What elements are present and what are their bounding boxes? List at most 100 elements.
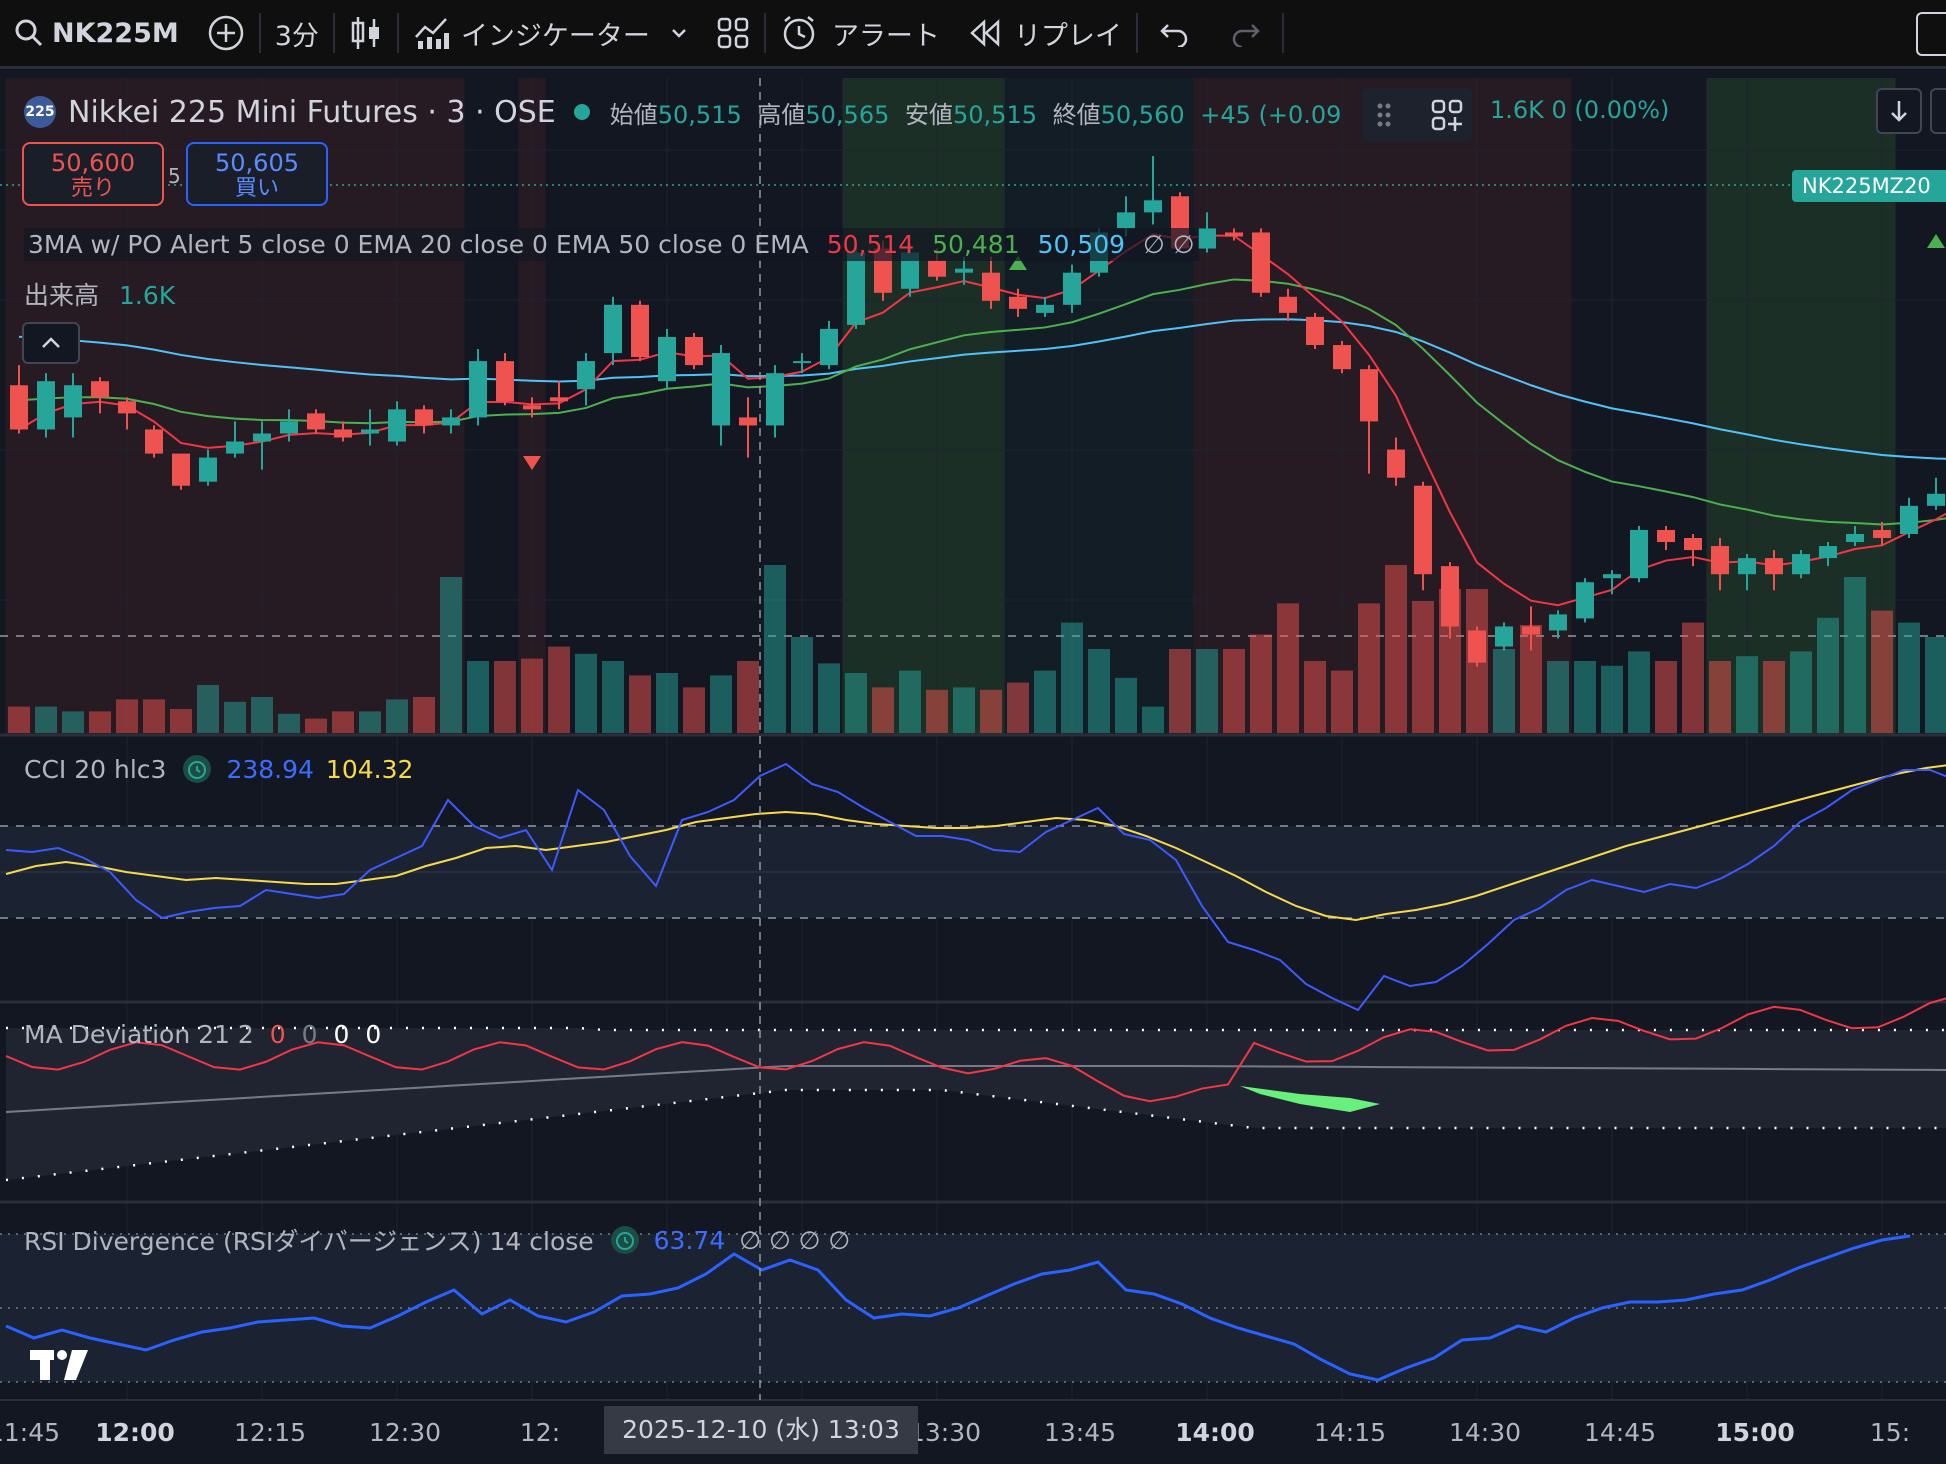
high-value: 50,565 xyxy=(805,100,890,129)
volume-bar xyxy=(602,661,624,733)
cci-ma-line xyxy=(5,764,1946,922)
volume-legend[interactable]: 出来高 1.6K xyxy=(24,276,175,312)
volume-bar xyxy=(1250,634,1272,733)
fullscreen-button[interactable] xyxy=(1916,12,1946,56)
trend-zone xyxy=(1004,78,1032,735)
candle-body xyxy=(1387,449,1405,478)
candle-body xyxy=(1414,485,1432,575)
ema20-value: 50,481 xyxy=(932,230,1020,259)
volume-bar xyxy=(1007,682,1029,733)
tradingview-logo[interactable] xyxy=(28,1346,92,1386)
candle-body xyxy=(739,417,757,426)
candle-body xyxy=(1630,529,1648,579)
candle-body xyxy=(145,429,163,454)
candle-body xyxy=(1036,304,1054,313)
compare-symbol-button[interactable] xyxy=(193,0,259,66)
candle-body xyxy=(820,328,838,366)
grid-icon xyxy=(717,17,749,49)
alert-button[interactable]: アラート xyxy=(766,0,954,66)
layout-button[interactable] xyxy=(702,0,764,66)
volume-bar xyxy=(305,718,327,733)
volume-bar xyxy=(1763,661,1785,733)
volume-bar xyxy=(1520,625,1542,733)
time-tick-label: 15:00 xyxy=(1715,1418,1795,1447)
ma-legend[interactable]: 3MA w/ PO Alert 5 close 0 EMA 20 close 0… xyxy=(24,228,1199,261)
volume-bar xyxy=(899,670,921,733)
chevron-up-icon xyxy=(42,337,60,348)
rsi-legend[interactable]: RSI Divergence (RSIダイバージェンス) 14 close 63… xyxy=(24,1222,850,1258)
interval-button[interactable]: 3分 xyxy=(261,0,333,66)
redo-button[interactable] xyxy=(1210,0,1282,66)
volume-bar xyxy=(521,658,543,733)
volume-bar xyxy=(116,699,138,733)
candle-body xyxy=(766,373,784,426)
candle-body xyxy=(1252,232,1270,293)
buy-button[interactable]: 50,605 買い xyxy=(186,142,328,206)
alarm-icon xyxy=(183,755,212,783)
volume-bar xyxy=(1142,706,1164,733)
candle-body xyxy=(1576,582,1594,619)
trend-zone xyxy=(1193,78,1572,735)
chart-type-button[interactable] xyxy=(335,0,397,66)
indicators-button[interactable]: インジケーター xyxy=(399,0,702,66)
alarm-icon xyxy=(610,1226,639,1254)
volume-bar xyxy=(1655,661,1677,733)
candle-body xyxy=(1063,272,1081,305)
volume-legend-name: 出来高 xyxy=(24,281,100,310)
symbol-legend: 225 Nikkei 225 Mini Futures · 3 · OSE 始値… xyxy=(24,95,1341,130)
volume-bar xyxy=(1358,603,1380,733)
indicators-label: インジケーター xyxy=(460,20,650,52)
candle-body xyxy=(415,409,433,426)
candle-body xyxy=(361,429,379,434)
layout-overlay-button[interactable] xyxy=(1362,88,1472,142)
replay-button[interactable]: リプレイ xyxy=(954,0,1136,66)
candle-body xyxy=(118,401,136,414)
cci-legend[interactable]: CCI 20 hlc3 238.94 104.32 xyxy=(24,754,413,784)
low-label: 安値 xyxy=(905,100,954,129)
open-label: 始値 xyxy=(609,100,658,129)
candle-body xyxy=(1333,345,1351,370)
candle-body xyxy=(442,417,460,426)
time-tick-label: 14:30 xyxy=(1448,1418,1522,1447)
candle-body xyxy=(982,272,1000,301)
madev-legend[interactable]: MA Deviation 21 2 0 0 0 0 xyxy=(24,1020,381,1049)
volume-bar xyxy=(1196,649,1218,733)
symbol-name: NK225M xyxy=(52,17,179,49)
rsi-status: ∅ ∅ ∅ ∅ xyxy=(739,1225,851,1255)
candlestick-icon xyxy=(351,17,379,49)
candle-body xyxy=(1738,558,1756,575)
sell-button[interactable]: 50,600 売り xyxy=(22,142,164,206)
volume-bar xyxy=(710,675,732,733)
add-layout-icon xyxy=(1431,99,1463,131)
volume-bar xyxy=(737,661,759,733)
candle-body xyxy=(1684,538,1702,551)
madev-value-3: 0 xyxy=(333,1020,350,1049)
volume-bar xyxy=(1628,651,1650,733)
candle-body xyxy=(685,336,703,366)
candle-body xyxy=(577,361,595,390)
volume-bar xyxy=(1412,601,1434,733)
volume-bar xyxy=(1682,622,1704,733)
candle-body xyxy=(1495,626,1513,647)
candle-body xyxy=(1711,546,1729,575)
candle-body xyxy=(496,361,514,402)
volume-bar xyxy=(926,689,948,733)
volume-bar xyxy=(1169,649,1191,733)
volume-bar xyxy=(1493,649,1515,733)
candle-body xyxy=(334,429,352,438)
collapse-legend-button[interactable] xyxy=(22,322,80,364)
volume-bar xyxy=(656,673,678,733)
redo-icon xyxy=(1232,24,1260,47)
symbol-search[interactable]: NK225M xyxy=(0,0,193,66)
madev-value-4: 0 xyxy=(365,1020,382,1049)
candle-body xyxy=(1927,493,1945,506)
scroll-to-latest-button[interactable] xyxy=(1876,88,1922,134)
volume-bar xyxy=(1304,661,1326,733)
undo-button[interactable] xyxy=(1138,0,1210,66)
buy-signal-marker xyxy=(1009,256,1027,270)
maximize-pane-button[interactable] xyxy=(1930,88,1946,134)
volume-bar xyxy=(89,711,111,733)
toolbar-divider xyxy=(1135,13,1138,53)
candle-body xyxy=(226,441,244,454)
volume-change: 1.6K 0 (0.00%) xyxy=(1490,96,1670,124)
